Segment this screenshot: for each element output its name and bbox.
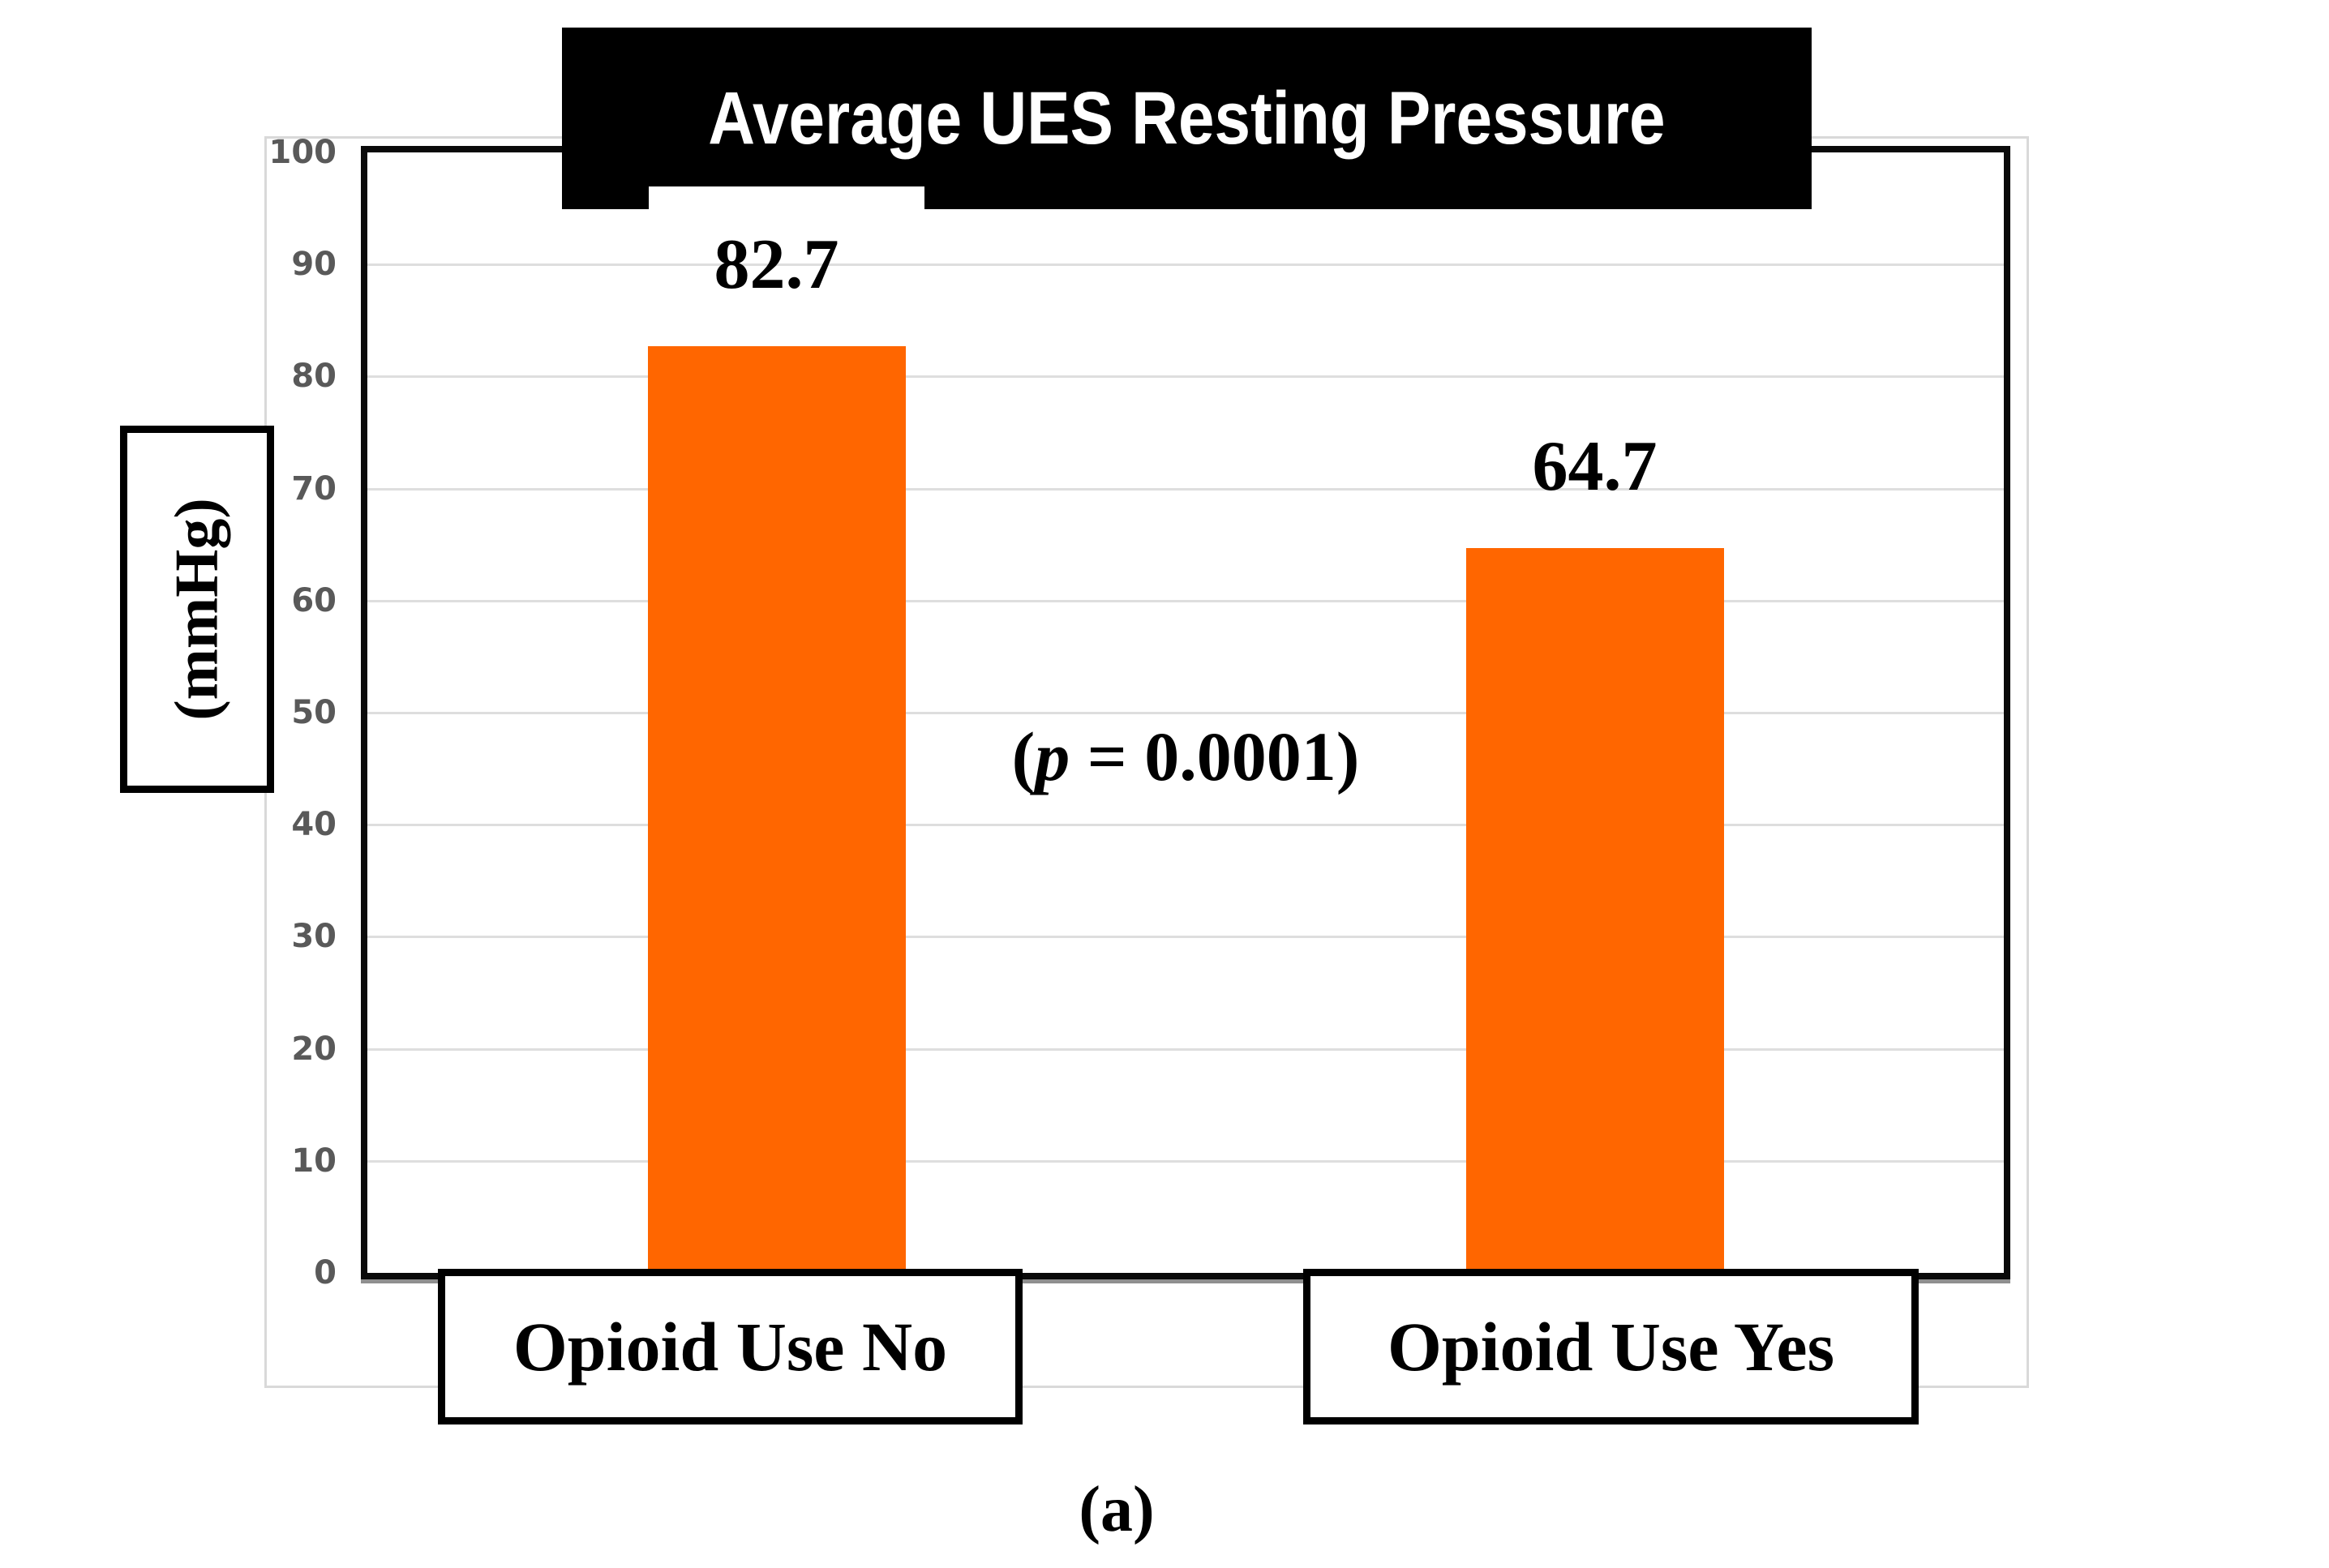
gridline-80: [367, 375, 2004, 379]
y-tick-label-30: 30: [291, 918, 337, 956]
category-label-box: Opioid Use Yes: [1303, 1269, 1919, 1424]
bar-Opioid Use No: [647, 346, 906, 1273]
y-axis-title: (mmHg): [162, 498, 231, 721]
y-tick-label-90: 90: [291, 246, 337, 284]
gridline-60: [367, 599, 2004, 602]
y-tick-label-80: 80: [291, 358, 337, 396]
plot-area: [361, 146, 2010, 1279]
y-tick-label-0: 0: [314, 1254, 337, 1292]
gridline-20: [367, 1047, 2004, 1051]
y-tick-label-100: 100: [239, 138, 337, 175]
y-tick-label-text: 100: [268, 138, 337, 171]
chart-title-banner: Average UES Resting Pressure: [562, 28, 1812, 209]
p-symbol: p: [1035, 718, 1070, 795]
bar-value-label: 82.7: [714, 225, 839, 305]
gridline-30: [367, 936, 2004, 939]
gridline-70: [367, 487, 2004, 491]
y-axis-title-box: (mmHg): [120, 426, 274, 793]
x-axis-line: [361, 1279, 2010, 1283]
y-tick-label-20: 20: [291, 1030, 337, 1068]
p-value-rest: = 0.0001): [1070, 718, 1360, 795]
y-tick-label-40: 40: [291, 806, 337, 844]
p-value-annotation: (p = 0.0001): [861, 708, 1510, 805]
gridline-90: [367, 263, 2004, 267]
gridline-10: [367, 1159, 2004, 1163]
bar-value-label: 64.7: [1532, 426, 1658, 506]
bar-Opioid Use Yes: [1465, 547, 1724, 1273]
y-tick-label-10: 10: [291, 1142, 337, 1180]
gridline-40: [367, 824, 2004, 827]
chart-title: Average UES Resting Pressure: [708, 76, 1666, 160]
category-label-box: Opioid Use No: [438, 1269, 1023, 1424]
y-tick-label-60: 60: [291, 581, 337, 619]
value-label-background-notch: [649, 186, 924, 212]
p-value-prefix: (: [1011, 718, 1036, 795]
gridline-50: [367, 712, 2004, 714]
figure-caption: (a): [1079, 1474, 1155, 1545]
y-tick-label-70: 70: [291, 469, 337, 508]
y-tick-label-50: 50: [291, 694, 337, 731]
